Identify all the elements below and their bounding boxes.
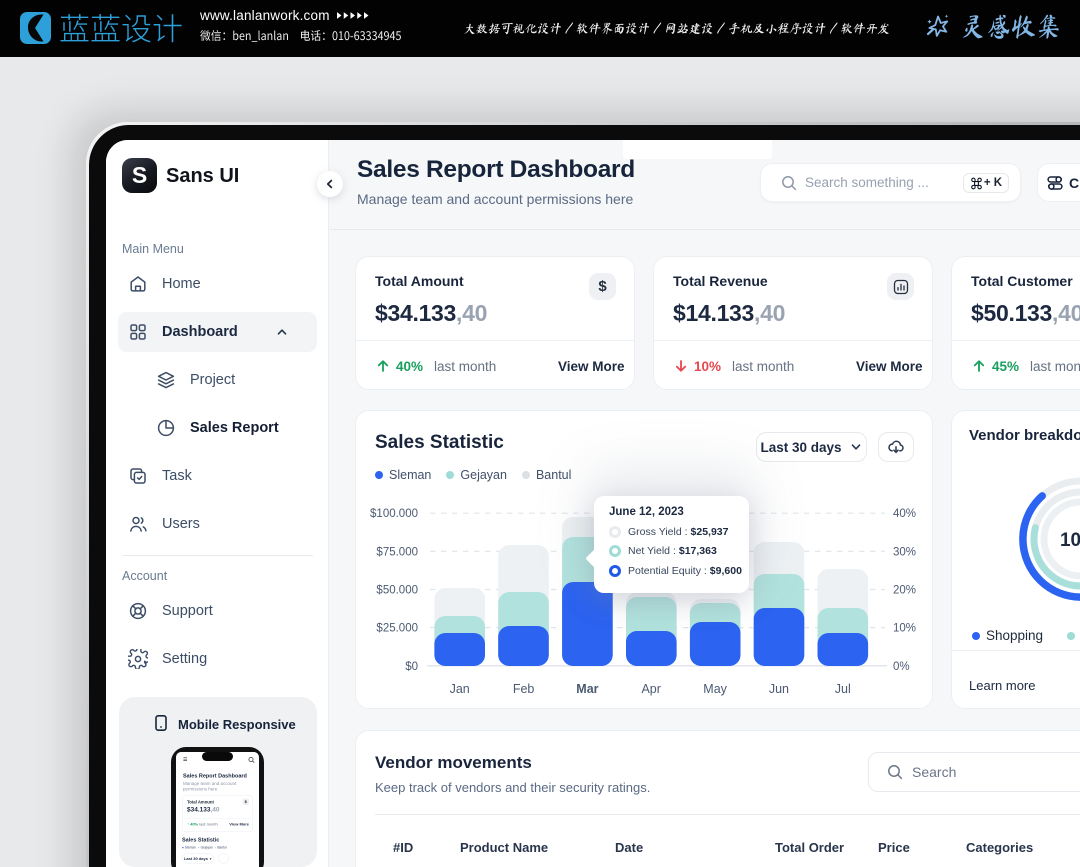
svg-text:10.590: 10.590 [1060,530,1080,551]
svg-text:40%: 40% [893,508,916,520]
svg-text:May: May [703,682,727,696]
svg-text:20%: 20% [893,585,916,597]
svg-text:$50.000: $50.000 [376,585,418,597]
svg-text:$100.000: $100.000 [370,508,418,520]
svg-text:$0: $0 [405,661,418,673]
svg-text:$25.000: $25.000 [376,623,418,635]
svg-text:0%: 0% [893,661,910,673]
svg-text:10%: 10% [893,623,916,635]
svg-text:Jul: Jul [835,682,851,696]
svg-text:Jan: Jan [450,682,470,696]
svg-text:Apr: Apr [641,682,660,696]
svg-text:30%: 30% [893,546,916,558]
svg-text:Mar: Mar [576,682,598,696]
svg-text:Feb: Feb [513,682,535,696]
svg-text:Jun: Jun [769,682,789,696]
svg-text:$75.000: $75.000 [376,546,418,558]
